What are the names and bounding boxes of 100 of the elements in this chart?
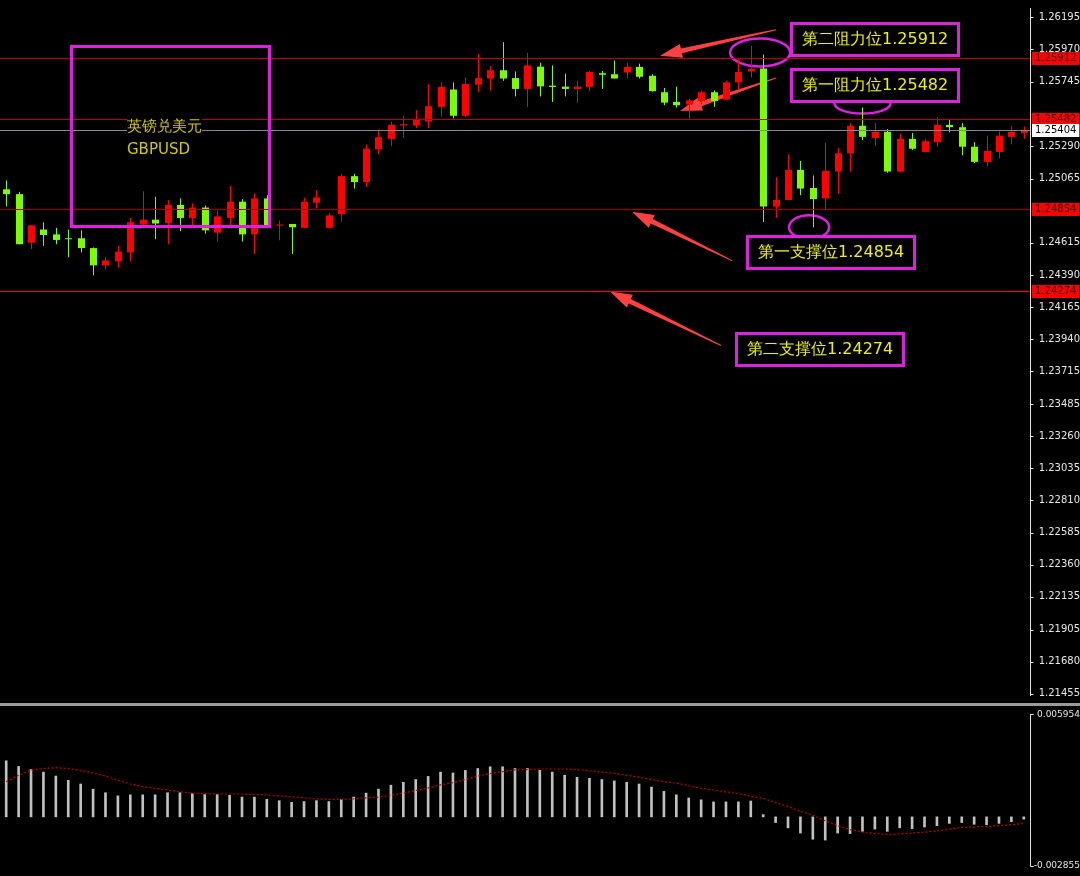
bar <box>488 766 492 818</box>
bar <box>885 816 889 832</box>
candlestick <box>90 246 97 276</box>
bar <box>439 771 442 818</box>
y-tick-label: 1.23035 <box>1038 461 1080 473</box>
ref-line-label: 1.24274 <box>1035 285 1077 297</box>
bar <box>923 816 926 828</box>
bar <box>253 796 256 818</box>
bar <box>128 794 132 818</box>
bar <box>191 793 194 818</box>
bar <box>836 816 839 834</box>
bar <box>799 816 802 834</box>
y-tick-label: 1.24165 <box>1038 300 1080 312</box>
y-tick-label: 1.22810 <box>1038 494 1080 506</box>
candlestick <box>289 223 296 255</box>
annotation: 第二阻力位1.25912 <box>790 22 961 58</box>
bar <box>675 794 678 818</box>
bar <box>476 768 480 818</box>
bar <box>377 788 380 818</box>
text: 英镑兑美元 <box>127 116 202 137</box>
candlestick <box>28 224 35 250</box>
candlestick <box>810 175 817 228</box>
bar <box>749 800 753 818</box>
bar <box>625 781 629 818</box>
candlestick <box>500 41 507 82</box>
candlestick <box>748 45 755 79</box>
bar <box>265 798 269 818</box>
bar <box>414 779 418 818</box>
y-tick-label: 1.21680 <box>1038 655 1080 667</box>
y-tick-label: 1.23940 <box>1038 332 1080 344</box>
candlestick <box>835 147 842 195</box>
candlestick <box>773 176 780 219</box>
bar <box>277 800 281 818</box>
y-tick-label: 1.26195 <box>1038 10 1080 22</box>
y-tick-label: 1.21905 <box>1038 623 1080 635</box>
bar <box>712 801 715 818</box>
bar <box>401 781 405 818</box>
bar <box>4 760 8 818</box>
candlestick <box>586 70 593 92</box>
candlestick <box>115 245 122 269</box>
candlestick <box>996 130 1003 160</box>
bar <box>290 802 293 818</box>
bar <box>315 800 318 818</box>
bar <box>17 766 20 818</box>
candlestick <box>40 221 47 247</box>
ref-line-label: 1.25482 <box>1035 113 1077 125</box>
annotation: 第一支撑位1.24854 <box>746 235 917 271</box>
bar <box>42 771 45 818</box>
candlestick <box>177 197 184 232</box>
y-tick-label: 1.24615 <box>1038 236 1080 248</box>
candlestick <box>65 229 72 258</box>
y-tick-label: 1.22135 <box>1038 590 1080 602</box>
ref-line-label: 1.24854 <box>1035 203 1077 215</box>
candlestick <box>512 71 519 97</box>
candlestick <box>524 52 531 108</box>
bar <box>339 798 343 818</box>
y-tick-label: 1.25970 <box>1038 42 1080 54</box>
bar <box>761 814 765 818</box>
bar <box>203 794 207 818</box>
bar <box>948 816 951 824</box>
candlestick <box>797 160 804 196</box>
y-tick-label: 1.22360 <box>1038 558 1080 570</box>
bar <box>985 816 988 826</box>
candlestick <box>487 65 494 91</box>
y-tick-label: 1.23260 <box>1038 429 1080 441</box>
bar <box>612 780 616 818</box>
candlestick <box>3 179 10 208</box>
text: GBPUSD <box>127 140 191 158</box>
bar <box>79 783 82 818</box>
candlestick <box>735 59 742 91</box>
bar <box>563 774 566 818</box>
y-tick-label: 1.25290 <box>1038 140 1080 152</box>
y-tick-label: 1.21455 <box>1038 687 1080 699</box>
y-tick-label: -0.002855 <box>1033 860 1080 871</box>
ref-line-label: 1.25404 <box>1035 124 1077 136</box>
candlestick <box>859 106 866 141</box>
y-tick-label: 1.23485 <box>1038 397 1080 409</box>
bar <box>737 801 740 818</box>
candlestick <box>375 129 382 155</box>
candlestick <box>984 135 991 167</box>
y-tick-label: 1.25745 <box>1038 75 1080 87</box>
bar <box>104 792 107 818</box>
candlestick <box>934 116 941 148</box>
candlestick <box>78 229 85 253</box>
bar <box>538 770 542 818</box>
bar <box>774 816 777 823</box>
bar <box>501 766 504 818</box>
bar <box>687 797 691 818</box>
candlestick <box>872 122 879 147</box>
bar <box>898 816 902 829</box>
ref-line-label: 1.25912 <box>1035 52 1077 64</box>
bar <box>823 816 827 841</box>
y-tick-label: 1.24390 <box>1038 268 1080 280</box>
annotation: 第二支撑位1.24274 <box>735 331 906 367</box>
bar <box>861 816 864 832</box>
candlestick <box>140 190 147 227</box>
bar <box>1010 816 1013 823</box>
bar <box>588 777 591 818</box>
candlestick <box>1008 125 1015 145</box>
bar <box>960 816 964 823</box>
